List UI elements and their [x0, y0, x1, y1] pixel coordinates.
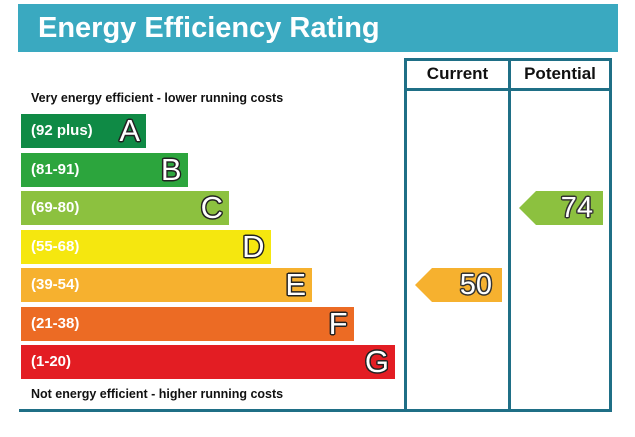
frame-right-border [609, 58, 612, 412]
page-title: Energy Efficiency Rating [38, 12, 380, 44]
band-range-label: (1-20) [31, 353, 72, 370]
band-letter-label: C [200, 190, 223, 225]
potential-rating-arrow-polygon [519, 191, 603, 225]
band-letter-label: A [119, 113, 140, 148]
band-a: (92 plus) A [21, 114, 146, 148]
potential-column-header: Potential [524, 64, 596, 83]
band-range-label: (92 plus) [31, 122, 93, 139]
band-b: (81-91) B [21, 151, 188, 187]
bottom-edge-label: Not energy efficient - higher running co… [31, 387, 284, 401]
band-range-label: (39-54) [31, 276, 80, 293]
frame-bottom-line [19, 409, 612, 412]
frame-left-divider [404, 58, 407, 412]
header-banner: Energy Efficiency Rating [18, 4, 618, 52]
top-edge-label: Very energy efficient - lower running co… [31, 91, 284, 105]
band-e: (39-54) E [21, 268, 312, 302]
band-letter-label: D [242, 228, 265, 264]
band-d: (55-68) D [21, 228, 271, 264]
frame-mid-divider [508, 58, 511, 412]
potential-rating-arrow-shape [519, 191, 603, 225]
band-range-label: (55-68) [31, 237, 80, 255]
current-column-header: Current [426, 64, 489, 83]
band-c: (69-80) C [21, 191, 229, 225]
band-f: (21-38) F [21, 305, 354, 341]
band-range-label: (69-80) [31, 199, 80, 216]
current-rating-arrow-shape [415, 268, 502, 302]
band-letter-label: F [328, 305, 348, 341]
band-range-label: (21-38) [31, 314, 80, 332]
band-letter-label: G [364, 344, 389, 379]
current-rating-arrow: 50 [415, 268, 502, 302]
band-letter-label: B [160, 151, 182, 187]
band-g: (1-20) G [21, 345, 395, 379]
potential-rating-arrow-value: 74 [560, 192, 593, 224]
band-range-label: (81-91) [31, 160, 80, 178]
current-rating-arrow-value: 50 [459, 269, 492, 301]
current-rating-arrow-polygon [415, 268, 502, 302]
potential-rating-arrow: 74 [519, 191, 603, 225]
band-letter-label: E [285, 267, 306, 302]
